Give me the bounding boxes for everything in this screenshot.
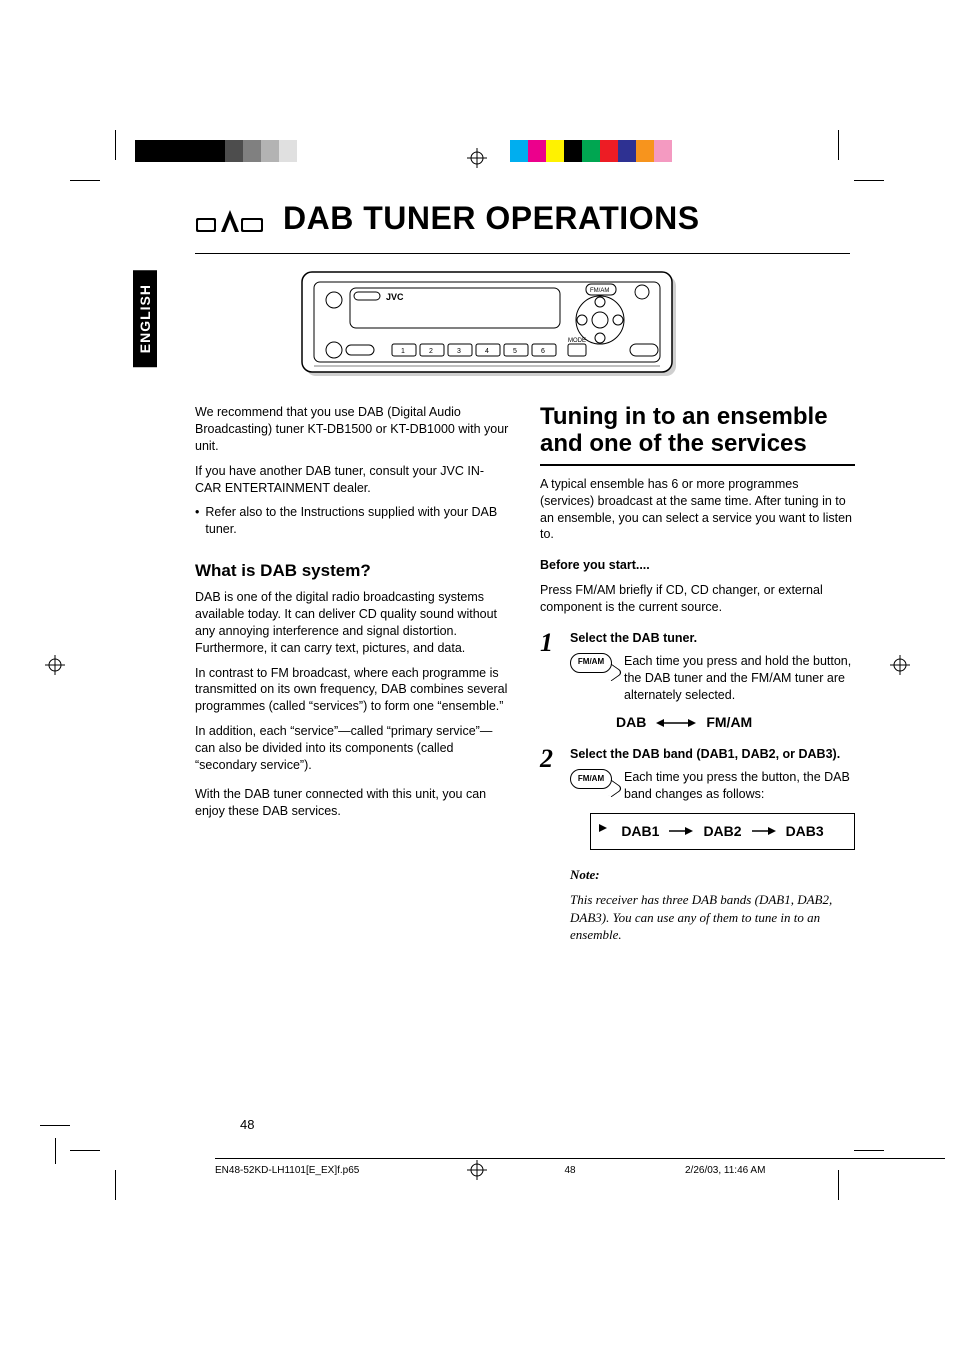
crop-mark [838, 130, 839, 160]
bullet-icon: • [195, 504, 199, 538]
note-label: Note: [570, 866, 855, 884]
step-1: 1 Select the DAB tuner. FM/AM Each time … [540, 630, 855, 732]
step-2-text: Each time you press the button, the DAB … [624, 769, 855, 803]
language-tab: ENGLISH [133, 270, 157, 367]
svg-text:JVC: JVC [386, 292, 404, 302]
step-1-number: 1 [540, 630, 560, 732]
double-arrow-icon [656, 718, 696, 728]
before-start-label: Before you start.... [540, 557, 855, 574]
crop-mark [70, 180, 100, 181]
left-column: We recommend that you use DAB (Digital A… [195, 404, 510, 952]
arrow-icon [597, 824, 607, 832]
before-start-text: Press FM/AM briefly if CD, CD changer, o… [540, 582, 855, 616]
dab-fmam-toggle: DAB FM/AM [616, 713, 855, 732]
section-rule [540, 464, 855, 466]
fmam-button-icon: FM/AM [570, 653, 612, 673]
arrow-icon [752, 826, 776, 836]
tuning-intro: A typical ensemble has 6 or more program… [540, 476, 855, 544]
what-is-heading: What is DAB system? [195, 560, 510, 583]
crop-mark [115, 130, 116, 160]
svg-text:MODE: MODE [568, 338, 586, 344]
footer: EN48-52KD-LH1101[E_EX]f.p65 48 2/26/03, … [215, 1158, 945, 1176]
color-bar [510, 140, 672, 162]
what-is-p3: In addition, each “service”—called “prim… [195, 723, 510, 774]
tuning-heading: Tuning in to an ensemble and one of the … [540, 404, 855, 458]
what-is-p4: With the DAB tuner connected with this u… [195, 786, 510, 820]
svg-text:6: 6 [541, 348, 545, 355]
registration-mark-icon [45, 655, 65, 675]
band-label: DAB1 [621, 822, 659, 841]
page-content: ENGLISH DAB TUNER OPERATIONS JVC [100, 170, 860, 1170]
intro-p2: If you have another DAB tuner, consult y… [195, 463, 510, 497]
step-2-number: 2 [540, 746, 560, 952]
title-divider [195, 253, 850, 254]
intro-bullet: • Refer also to the Instructions supplie… [195, 504, 510, 538]
svg-text:3: 3 [457, 348, 461, 355]
footer-page: 48 [455, 1165, 685, 1176]
svg-text:5: 5 [513, 348, 517, 355]
band-label: DAB3 [786, 822, 824, 841]
band-cycle-diagram: DAB1 DAB2 DAB3 [590, 813, 855, 850]
note-text: This receiver has three DAB bands (DAB1,… [570, 891, 855, 944]
svg-text:2: 2 [429, 348, 433, 355]
title-row: DAB TUNER OPERATIONS [195, 200, 860, 237]
step-1-text: Each time you press and hold the button,… [624, 653, 855, 704]
right-column: Tuning in to an ensemble and one of the … [540, 404, 855, 952]
registration-mark-icon [467, 148, 487, 168]
step-2: 2 Select the DAB band (DAB1, DAB2, or DA… [540, 746, 855, 952]
svg-text:1: 1 [401, 348, 405, 355]
crop-mark [55, 1138, 56, 1164]
step-1-title: Select the DAB tuner. [570, 630, 855, 647]
crop-mark [70, 1150, 100, 1151]
svg-text:FM/AM: FM/AM [590, 288, 609, 294]
band-label: DAB2 [703, 822, 741, 841]
step-2-title: Select the DAB band (DAB1, DAB2, or DAB3… [570, 746, 855, 763]
dab-logo-icon [195, 204, 265, 234]
crop-mark [115, 1170, 116, 1200]
toggle-dab: DAB [616, 713, 646, 732]
svg-text:4: 4 [485, 348, 489, 355]
page-number: 48 [240, 1117, 254, 1132]
intro-bullet-text: Refer also to the Instructions supplied … [205, 504, 510, 538]
intro-p1: We recommend that you use DAB (Digital A… [195, 404, 510, 455]
arrow-icon [669, 826, 693, 836]
radio-illustration: JVC FM/AM 1 2 3 4 5 6 MODE [300, 270, 680, 380]
crop-mark [40, 1125, 70, 1126]
what-is-p1: DAB is one of the digital radio broadcas… [195, 589, 510, 657]
registration-mark-icon [890, 655, 910, 675]
fmam-button-icon: FM/AM [570, 769, 612, 789]
what-is-p2: In contrast to FM broadcast, where each … [195, 665, 510, 716]
footer-timestamp: 2/26/03, 11:46 AM [685, 1165, 945, 1176]
page-title: DAB TUNER OPERATIONS [283, 200, 700, 237]
grayscale-bar [135, 140, 297, 162]
toggle-fmam: FM/AM [706, 713, 752, 732]
footer-filename: EN48-52KD-LH1101[E_EX]f.p65 [215, 1165, 455, 1176]
